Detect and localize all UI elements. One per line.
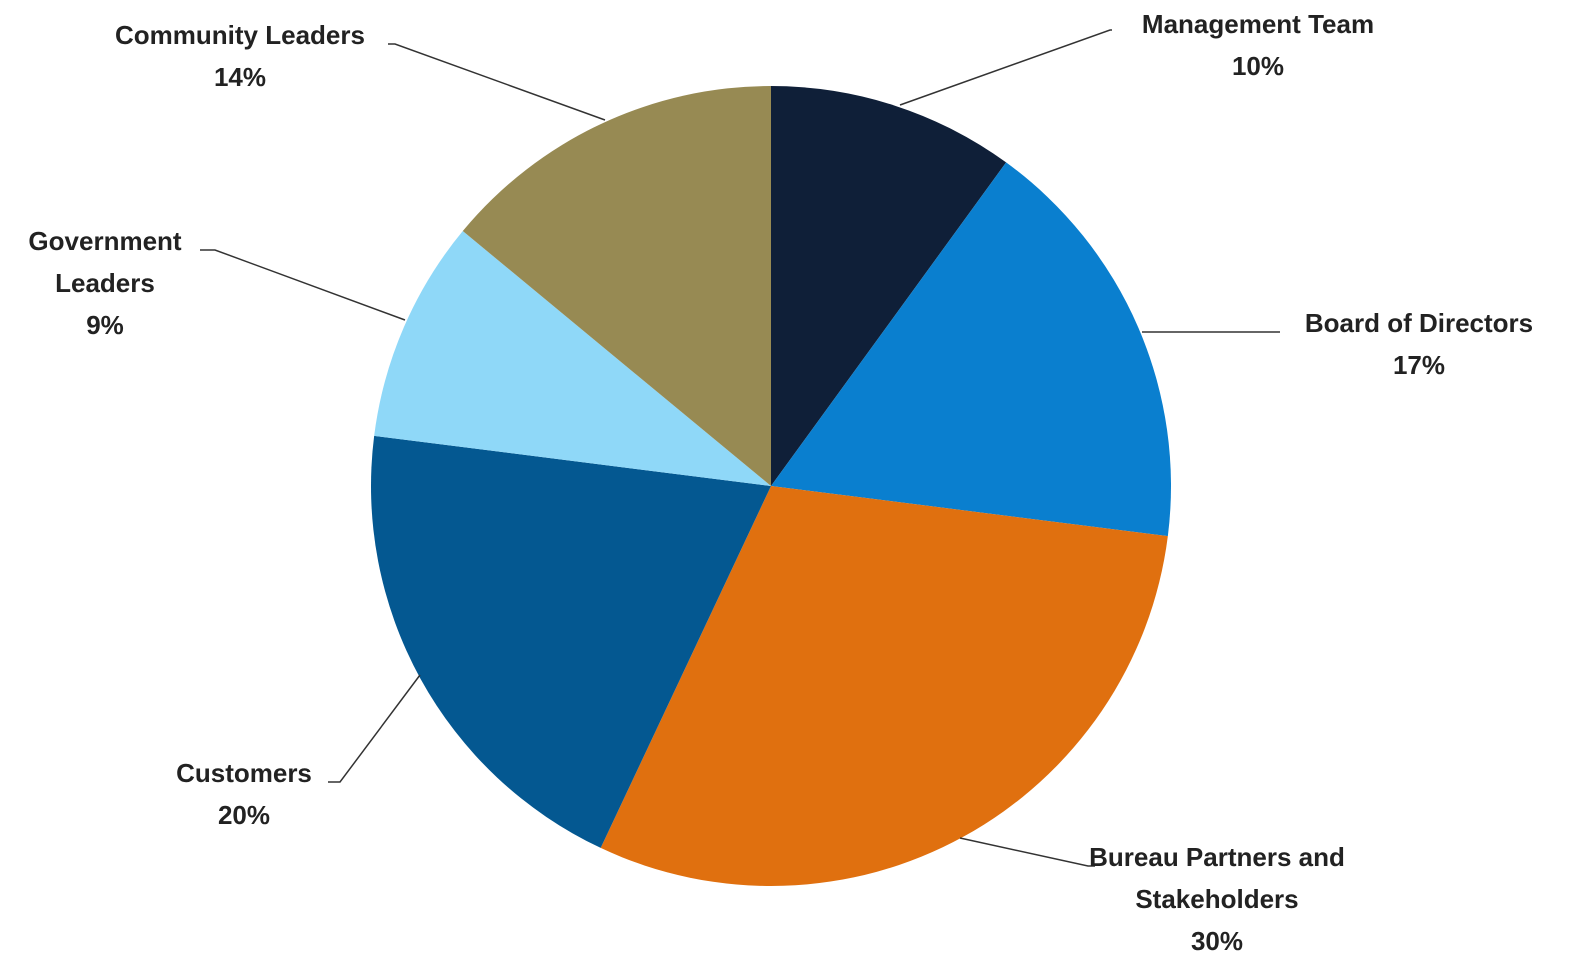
pie-slice bbox=[600, 486, 1168, 886]
value-label: 30% bbox=[1190, 926, 1244, 956]
category-label: Board of Directors bbox=[1304, 308, 1534, 338]
pie-slice bbox=[771, 162, 1171, 537]
slice-label: Board of Directors 17% bbox=[1249, 302, 1589, 386]
category-label: Community Leaders bbox=[115, 20, 365, 50]
pie-slice bbox=[371, 435, 771, 848]
leader-line bbox=[200, 249, 406, 321]
pie-slice bbox=[374, 231, 771, 486]
pie-slice bbox=[462, 86, 771, 486]
slice-label: Customers 20% bbox=[94, 752, 394, 836]
value-label: 9% bbox=[86, 310, 124, 340]
slice-label: Management Team 10% bbox=[1058, 3, 1458, 87]
slice-label: Bureau Partners and Stakeholders 30% bbox=[1077, 836, 1357, 962]
category-label: Government Leaders bbox=[28, 226, 182, 298]
leader-line bbox=[388, 43, 606, 121]
leader-line bbox=[959, 837, 1095, 867]
category-label: Management Team bbox=[1141, 9, 1375, 39]
value-label: 10% bbox=[1231, 51, 1285, 81]
leader-line bbox=[899, 29, 1112, 106]
value-label: 14% bbox=[213, 62, 267, 92]
category-label: Customers bbox=[176, 758, 312, 788]
value-label: 17% bbox=[1392, 350, 1446, 380]
category-label: Bureau Partners and Stakeholders bbox=[1089, 842, 1345, 914]
value-label: 20% bbox=[217, 800, 271, 830]
leader-line bbox=[328, 674, 421, 783]
slice-label: Community Leaders 14% bbox=[70, 14, 410, 98]
slice-label: Government Leaders 9% bbox=[5, 220, 205, 346]
pie-slice bbox=[771, 86, 1007, 486]
